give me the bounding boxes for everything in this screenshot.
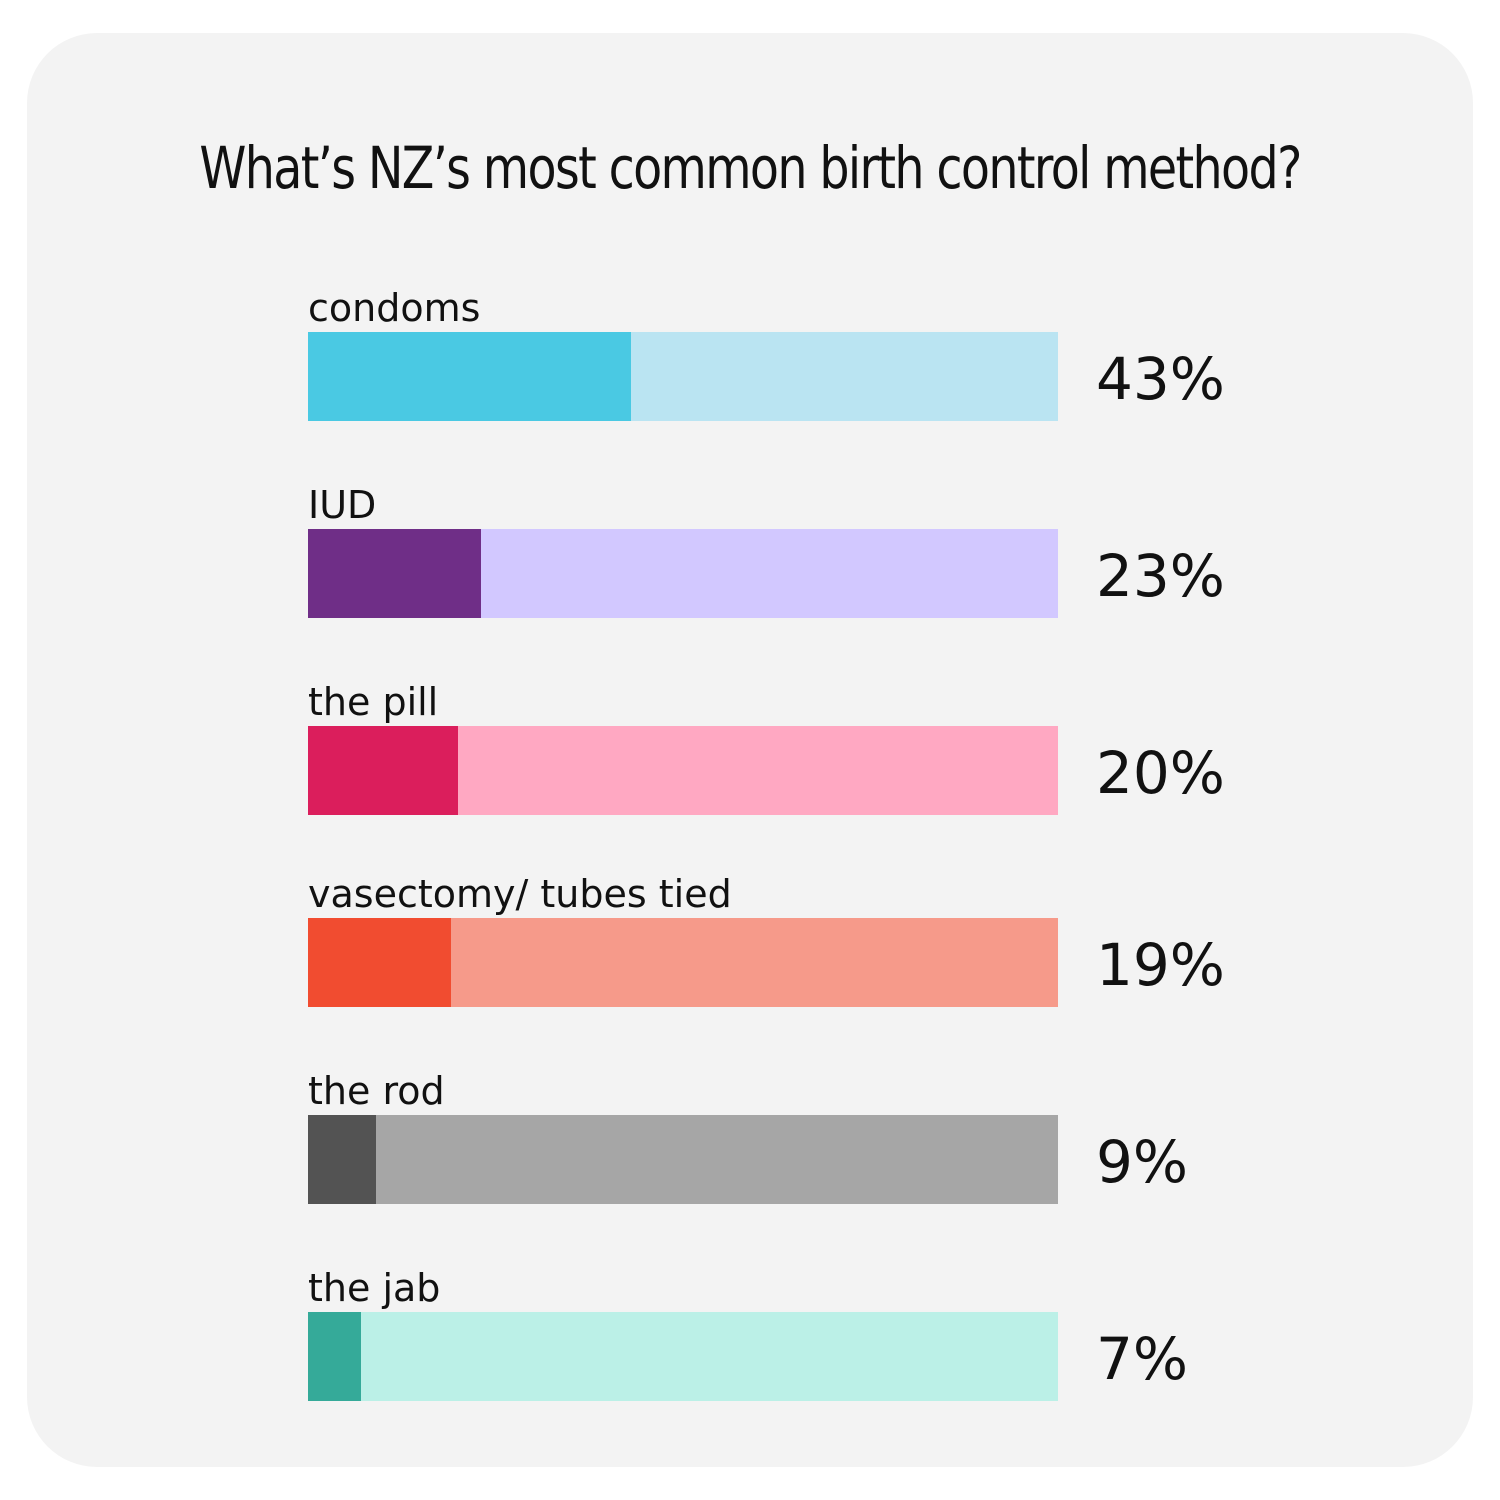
bar-track: [308, 726, 1058, 815]
bar-fill: [308, 726, 458, 815]
category-label: vasectomy/ tubes tied: [308, 872, 732, 916]
bar-track: [308, 529, 1058, 618]
bar-row: condoms 43%: [308, 286, 1308, 426]
category-label: IUD: [308, 483, 377, 527]
bar-fill: [308, 918, 451, 1007]
value-label: 7%: [1096, 1325, 1189, 1393]
chart-title: What’s NZ’s most common birth control me…: [199, 134, 1302, 202]
value-label: 20%: [1096, 739, 1225, 807]
category-label: the jab: [308, 1266, 441, 1310]
bar-track: [308, 332, 1058, 421]
bar-row: the rod 9%: [308, 1069, 1308, 1209]
bar-fill: [308, 332, 631, 421]
bar-track: [308, 1312, 1058, 1401]
category-label: the rod: [308, 1069, 445, 1113]
value-label: 23%: [1096, 542, 1225, 610]
value-label: 9%: [1096, 1128, 1189, 1196]
chart-card: What’s NZ’s most common birth control me…: [27, 33, 1473, 1467]
bar-row: the jab 7%: [308, 1266, 1308, 1406]
bar-row: the pill 20%: [308, 680, 1308, 820]
value-label: 19%: [1096, 931, 1225, 999]
category-label: condoms: [308, 286, 481, 330]
bar-row: vasectomy/ tubes tied 19%: [308, 872, 1308, 1012]
bar-row: IUD 23%: [308, 483, 1308, 623]
bar-fill: [308, 1312, 361, 1401]
bar-track: [308, 1115, 1058, 1204]
value-label: 43%: [1096, 345, 1225, 413]
bar-track: [308, 918, 1058, 1007]
category-label: the pill: [308, 680, 439, 724]
bar-fill: [308, 529, 481, 618]
bar-fill: [308, 1115, 376, 1204]
